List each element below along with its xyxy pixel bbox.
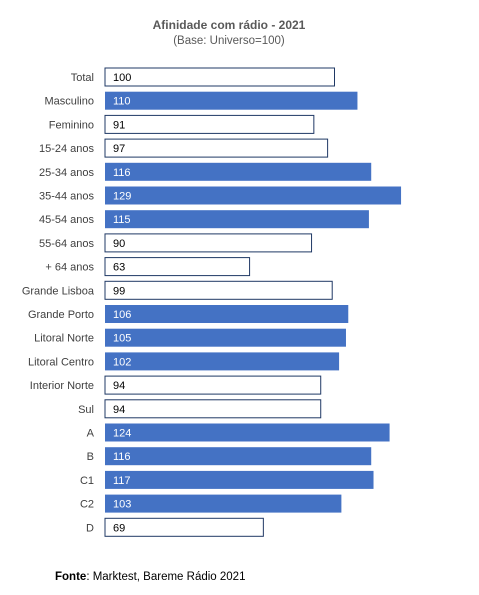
- data-label-6: 115: [113, 214, 131, 226]
- data-label-17: 117: [113, 475, 131, 487]
- chart-subtitle: (Base: Universo=100): [173, 35, 285, 47]
- data-label-15: 124: [113, 428, 131, 440]
- bar-5: [105, 186, 402, 205]
- category-label-9: Grande Lisboa: [22, 285, 95, 297]
- bar-12: [105, 352, 340, 371]
- data-label-1: 110: [113, 96, 131, 108]
- data-label-5: 129: [113, 191, 131, 203]
- bar-15: [105, 423, 390, 442]
- category-label-3: 15-24 anos: [39, 143, 95, 155]
- bar-19: [104, 517, 264, 537]
- category-label-17: C1: [80, 475, 94, 487]
- data-label-18: 103: [113, 499, 131, 511]
- category-label-12: Litoral Centro: [28, 356, 94, 368]
- category-label-8: + 64 anos: [45, 262, 94, 274]
- bar-18: [105, 494, 342, 513]
- bar-8: [104, 257, 251, 277]
- category-label-14: Sul: [78, 404, 94, 416]
- bar-chart: Total 100 Masculino 110 Feminino 91 15-24 anos…: [22, 67, 402, 537]
- data-label-13: 94: [113, 380, 125, 392]
- source-text: : Marktest, Bareme Rádio 2021: [86, 571, 246, 583]
- data-label-4: 116: [113, 167, 131, 179]
- category-label-13: Interior Norte: [30, 380, 94, 392]
- data-label-19: 69: [113, 522, 125, 534]
- bar-1: [105, 91, 358, 110]
- data-label-12: 102: [113, 356, 131, 368]
- source-note: Fonte: Marktest, Bareme Rádio 2021: [55, 571, 245, 583]
- bar-17: [105, 470, 374, 489]
- category-label-7: 55-64 anos: [39, 238, 95, 250]
- source-label: Fonte: [55, 571, 87, 583]
- bar-2: [104, 114, 315, 134]
- chart-title: Afinidade com rádio - 2021: [152, 18, 306, 32]
- category-label-5: 35-44 anos: [39, 191, 95, 203]
- category-label-18: C2: [80, 499, 94, 511]
- data-label-9: 99: [113, 285, 125, 297]
- category-label-19: D: [86, 522, 94, 534]
- data-label-8: 63: [113, 262, 125, 274]
- data-label-10: 106: [113, 309, 131, 321]
- category-label-4: 25-34 anos: [39, 167, 95, 179]
- data-label-16: 116: [113, 451, 131, 463]
- bar-9: [104, 280, 333, 300]
- category-label-11: Litoral Norte: [34, 333, 94, 345]
- category-label-0: Total: [71, 72, 94, 84]
- data-label-11: 105: [113, 333, 131, 345]
- data-label-0: 100: [113, 72, 131, 84]
- category-label-15: A: [87, 428, 95, 440]
- data-label-7: 90: [113, 238, 125, 250]
- bar-10: [105, 305, 349, 323]
- bar-11: [105, 328, 346, 347]
- category-label-6: 45-54 anos: [39, 214, 95, 226]
- data-label-14: 94: [113, 404, 125, 416]
- category-label-16: B: [87, 451, 94, 463]
- data-label-2: 91: [113, 119, 125, 131]
- bar-0: [104, 67, 335, 87]
- bar-4: [105, 162, 372, 181]
- category-label-2: Feminino: [49, 119, 94, 131]
- category-label-10: Grande Porto: [28, 309, 94, 321]
- bar-14: [104, 399, 322, 419]
- bar-7: [104, 233, 313, 253]
- bar-13: [104, 375, 322, 395]
- bar-16: [105, 447, 372, 466]
- bar-6: [105, 210, 369, 229]
- bar-3: [104, 138, 329, 158]
- category-label-1: Masculino: [44, 96, 94, 108]
- data-label-3: 97: [113, 143, 125, 155]
